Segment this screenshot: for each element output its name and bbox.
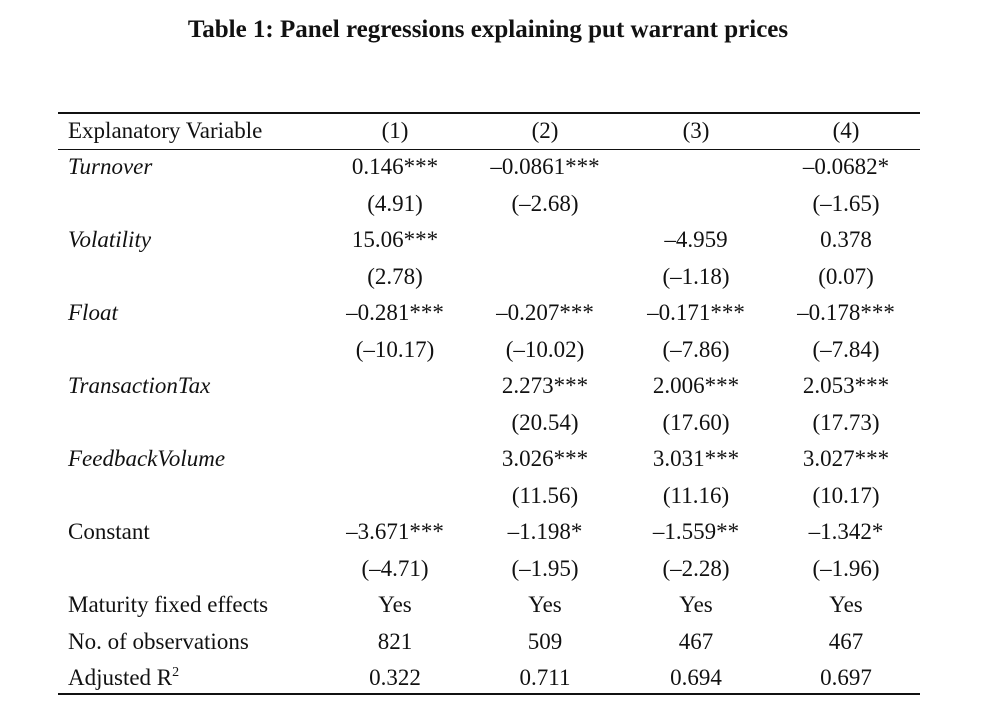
coefficient-cell: 2.053*** xyxy=(802,373,890,398)
coefficient-cell xyxy=(620,149,772,186)
tstat-cell: (–7.84) xyxy=(812,336,880,362)
summary-cell: 467 xyxy=(828,628,864,654)
tstat-cell: (11.56) xyxy=(511,482,579,508)
header-rule xyxy=(58,149,920,150)
summary-cell: 0.697 xyxy=(820,665,872,690)
coefficient-row-constant: Constant –3.671*** –1.198* –1.559** –1.3… xyxy=(58,514,920,551)
coefficient-cell: –0.281*** xyxy=(346,300,444,325)
tstat-row-turnover: (4.91) (–2.68) (–1.65) xyxy=(58,186,920,223)
coefficient-cell: –4.959 xyxy=(664,227,728,252)
coefficient-cell: –0.178*** xyxy=(797,300,895,325)
summary-cell: 821 xyxy=(377,628,413,654)
coefficient-cell xyxy=(320,441,470,478)
coefficient-row-transaction-tax: TransactionTax 2.273*** 2.006*** 2.053**… xyxy=(58,368,920,405)
column-header-2: (2) xyxy=(531,118,559,143)
coefficient-cell: –1.198* xyxy=(507,519,583,544)
summary-cell: 0.322 xyxy=(369,665,421,690)
coefficient-row-float: Float –0.281*** –0.207*** –0.171*** –0.1… xyxy=(58,295,920,332)
regression-table: Explanatory Variable (1) (2) (3) (4) Tur… xyxy=(58,113,920,697)
variable-name: FeedbackVolume xyxy=(68,446,226,471)
coefficient-cell: 0.378 xyxy=(820,227,872,252)
coefficient-cell: –3.671*** xyxy=(346,519,444,544)
coefficient-cell: 2.006*** xyxy=(652,373,740,398)
summary-cell: Yes xyxy=(528,592,562,617)
tstat-row-float: (–10.17) (–10.02) (–7.86) (–7.84) xyxy=(58,332,920,369)
coefficient-cell xyxy=(470,222,620,259)
coefficient-cell: –0.207*** xyxy=(496,300,594,325)
tstat-cell: (–2.68) xyxy=(511,190,579,216)
summary-row-adjusted-r2: Adjusted R2 0.322 0.711 0.694 0.697 xyxy=(58,660,920,697)
adjusted-r2-superscript: 2 xyxy=(172,665,180,680)
summary-cell: Yes xyxy=(829,592,863,617)
tstat-cell: (0.07) xyxy=(818,263,874,289)
tstat-cell: (–2.28) xyxy=(662,555,730,581)
coefficient-cell: 0.146*** xyxy=(351,154,439,179)
coefficient-cell: –1.559** xyxy=(652,519,740,544)
header-row: Explanatory Variable (1) (2) (3) (4) xyxy=(58,113,920,149)
coefficient-cell: 3.031*** xyxy=(652,446,740,471)
column-header-3: (3) xyxy=(682,118,710,143)
coefficient-cell xyxy=(320,368,470,405)
summary-cell: 467 xyxy=(678,628,714,654)
summary-row-observations: No. of observations 821 509 467 467 xyxy=(58,624,920,661)
tstat-cell: (2.78) xyxy=(367,263,423,289)
variable-name: Volatility xyxy=(68,227,152,252)
summary-label: No. of observations xyxy=(68,628,249,654)
tstat-cell: (–4.71) xyxy=(361,555,429,581)
header-label: Explanatory Variable xyxy=(68,118,263,143)
tstat-row-volatility: (2.78) (–1.18) (0.07) xyxy=(58,259,920,296)
tstat-cell: (–1.65) xyxy=(812,190,880,216)
variable-name: Float xyxy=(68,300,118,325)
coefficient-row-feedback-volume: FeedbackVolume 3.026*** 3.031*** 3.027**… xyxy=(58,441,920,478)
column-header-4: (4) xyxy=(832,118,860,143)
table-title: Table 1: Panel regressions explaining pu… xyxy=(187,16,789,43)
summary-cell: Yes xyxy=(378,592,412,617)
tstat-cell: (–7.86) xyxy=(662,336,730,362)
coefficient-cell: 3.026*** xyxy=(501,446,589,471)
adjusted-r2-label: Adjusted R xyxy=(68,665,173,690)
tstat-cell: (10.17) xyxy=(812,482,880,508)
coefficient-cell: 3.027*** xyxy=(802,446,890,471)
tstat-cell: (4.91) xyxy=(367,190,423,216)
summary-cell: 509 xyxy=(527,628,563,654)
summary-row-maturity-fixed-effects: Maturity fixed effects Yes Yes Yes Yes xyxy=(58,587,920,624)
tstat-cell xyxy=(320,478,470,515)
summary-label: Adjusted R2 xyxy=(58,660,320,697)
tstat-cell xyxy=(320,405,470,442)
variable-name: Turnover xyxy=(68,154,153,179)
tstat-cell: (–10.17) xyxy=(355,336,435,362)
tstat-cell: (11.16) xyxy=(662,482,730,508)
coefficient-cell: –0.0682* xyxy=(802,154,890,179)
tstat-cell: (–10.02) xyxy=(505,336,585,362)
coefficient-cell: 15.06*** xyxy=(351,227,439,252)
top-rule xyxy=(58,112,920,114)
coefficient-cell: 2.273*** xyxy=(501,373,589,398)
column-header-1: (1) xyxy=(381,118,409,143)
summary-label: Maturity fixed effects xyxy=(68,592,269,617)
summary-cell: 0.694 xyxy=(670,665,722,690)
summary-cell: 0.711 xyxy=(519,665,571,690)
coefficient-cell: –0.0861*** xyxy=(490,154,600,179)
summary-cell: Yes xyxy=(679,592,713,617)
tstat-cell: (17.73) xyxy=(812,409,880,435)
variable-name: TransactionTax xyxy=(68,373,211,398)
coefficient-row-volatility: Volatility 15.06*** –4.959 0.378 xyxy=(58,222,920,259)
bottom-rule xyxy=(58,693,920,695)
tstat-row-transaction-tax: (20.54) (17.60) (17.73) xyxy=(58,405,920,442)
tstat-cell: (–1.18) xyxy=(662,263,730,289)
tstat-cell xyxy=(470,259,620,296)
tstat-cell: (–1.95) xyxy=(511,555,579,581)
tstat-cell xyxy=(620,186,772,223)
tstat-cell: (–1.96) xyxy=(812,555,880,581)
coefficient-cell: –0.171*** xyxy=(647,300,745,325)
variable-name: Constant xyxy=(68,519,150,544)
tstat-cell: (20.54) xyxy=(511,409,579,435)
tstat-cell: (17.60) xyxy=(662,409,730,435)
coefficient-row-turnover: Turnover 0.146*** –0.0861*** –0.0682* xyxy=(58,149,920,186)
tstat-row-feedback-volume: (11.56) (11.16) (10.17) xyxy=(58,478,920,515)
coefficient-cell: –1.342* xyxy=(808,519,884,544)
tstat-row-constant: (–4.71) (–1.95) (–2.28) (–1.96) xyxy=(58,551,920,588)
